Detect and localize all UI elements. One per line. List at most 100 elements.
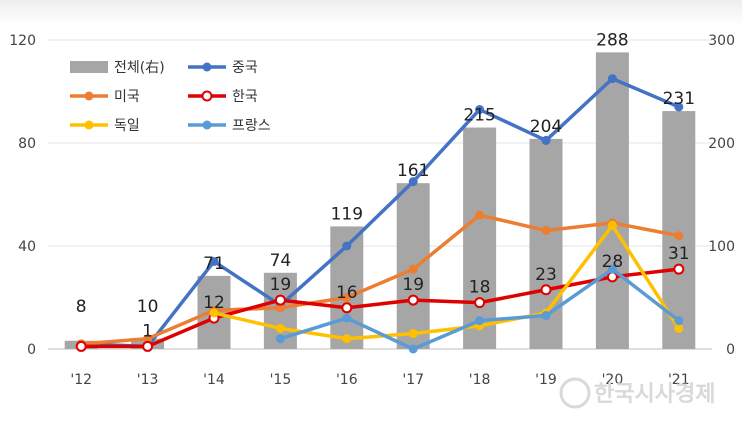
series-point	[674, 316, 684, 326]
x-tick-label: '13	[137, 372, 159, 388]
series-data-label: 23	[535, 265, 557, 285]
left-tick-label: 40	[18, 239, 36, 255]
series-line	[213, 223, 681, 341]
x-tick-label: '20	[602, 372, 624, 388]
bar-data-label: 215	[463, 106, 495, 126]
legend-marker	[201, 90, 213, 102]
x-tick-label: '18	[469, 372, 491, 388]
series-point	[143, 334, 153, 344]
legend-marker	[202, 62, 212, 72]
series-point	[674, 231, 684, 241]
bar-data-label: 204	[530, 117, 562, 137]
x-tick-label: '15	[270, 372, 292, 388]
series-line	[81, 267, 680, 349]
series-point	[475, 105, 485, 115]
bar-data-label: 231	[663, 89, 695, 109]
series-point	[607, 220, 617, 230]
watermark-text: 한국시사경제	[594, 382, 715, 407]
series-data-label: 19	[270, 275, 292, 295]
series-point	[541, 311, 551, 321]
series-line	[81, 213, 680, 346]
right-tick-label: 300	[708, 33, 735, 49]
series-point	[408, 344, 418, 354]
series-point	[475, 210, 485, 220]
series-data-label: 31	[668, 244, 690, 264]
x-tick-label: '16	[336, 372, 358, 388]
left-tick-label: 0	[27, 342, 36, 358]
x-tick-label: '14	[203, 372, 225, 388]
series-point	[674, 323, 684, 333]
bar-data-label: 74	[270, 251, 292, 271]
legend-label: 프랑스	[232, 118, 271, 134]
series-point	[475, 316, 485, 326]
legend-label: 중국	[232, 60, 258, 76]
bar-data-label: 71	[203, 254, 225, 274]
series-point	[342, 334, 352, 344]
series-point	[342, 241, 352, 251]
series-point	[474, 297, 486, 309]
series-data-label: 19	[402, 275, 424, 295]
series-point	[607, 264, 617, 274]
series-point	[209, 308, 219, 318]
series-point	[274, 294, 286, 306]
bar-layer	[64, 52, 696, 350]
series-data-label: 1	[142, 321, 153, 341]
series-point	[275, 303, 285, 313]
series-point	[541, 226, 551, 236]
series-point	[408, 329, 418, 339]
series-point	[209, 256, 219, 266]
legend-label: 전체(右)	[114, 60, 165, 76]
series-point	[408, 177, 418, 187]
x-tick-label: '19	[535, 372, 557, 388]
x-tick-label: '21	[668, 372, 690, 388]
series-point	[407, 294, 419, 306]
legend-marker	[202, 120, 212, 130]
legend-marker	[84, 120, 94, 130]
series-point	[541, 135, 551, 145]
bar-data-label: 8	[76, 297, 87, 317]
series-data-label: 16	[336, 283, 358, 303]
series-data-label: 12	[203, 293, 225, 313]
bar-data-label: 161	[397, 161, 429, 181]
left-tick-label: 80	[18, 136, 36, 152]
series-point	[75, 340, 87, 352]
series-point	[540, 284, 552, 296]
series-point	[674, 102, 684, 112]
bar	[463, 127, 497, 349]
series-point	[342, 313, 352, 323]
series-point	[342, 293, 352, 302]
line-layer	[75, 74, 685, 354]
x-tick-label: '12	[70, 372, 92, 388]
series-point	[607, 74, 617, 84]
series-data-label: 18	[469, 278, 491, 298]
series-point	[142, 340, 154, 352]
x-tick-label: '17	[402, 372, 424, 388]
right-tick-label: 0	[726, 342, 735, 358]
left-tick-label: 120	[9, 33, 36, 49]
bar-data-label: 10	[137, 297, 159, 317]
watermark: 한국시사경제	[559, 377, 715, 409]
series-point	[673, 263, 685, 275]
legend-label: 미국	[114, 89, 140, 105]
legend-marker	[84, 91, 94, 101]
watermark-logo-icon	[559, 377, 591, 409]
series-point	[341, 302, 353, 314]
series-data-label: 28	[602, 252, 624, 272]
series-line	[81, 76, 680, 349]
right-tick-label: 100	[708, 239, 735, 255]
axis-layer: 0 40 80 120 0 100 200 300 '12 '13 '14 '15 '16 '17 '18 '…	[9, 33, 735, 388]
series-point	[408, 264, 418, 274]
series-point	[275, 323, 285, 333]
legend-swatch	[70, 61, 108, 73]
right-tick-label: 200	[708, 136, 735, 152]
legend-label: 독일	[114, 118, 140, 134]
bar	[595, 52, 629, 350]
bar-data-label: 288	[596, 30, 628, 50]
legend-label: 한국	[232, 89, 258, 105]
label-layer: 8 10 71 74 119 161 215 204 288 231 1 12 19 16 19 18 23 28…	[76, 30, 695, 341]
series-point	[275, 334, 285, 344]
bar-data-label: 119	[331, 204, 363, 224]
